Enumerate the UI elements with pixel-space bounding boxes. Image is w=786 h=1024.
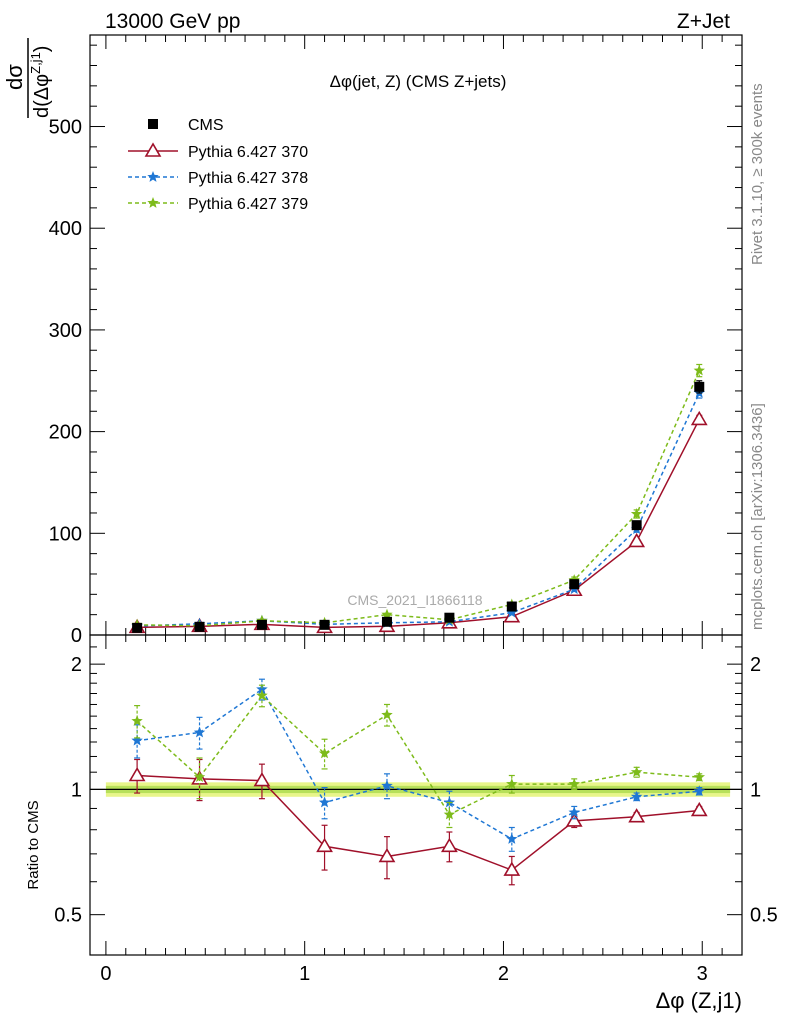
main-panel: 0 100 200 300 400 500 <box>49 34 743 647</box>
ratio-point-p379 <box>443 808 456 820</box>
legend-label-p378: Pythia 6.427 378 <box>188 170 308 187</box>
ratio-point-p370 <box>565 812 583 827</box>
ratio-panel: 0.5 1 2 0.5 1 2 0 1 2 3 <box>54 634 778 985</box>
rivet-label: Rivet 3.1.10, ≥ 300k events <box>749 83 766 265</box>
ratio-ytick-label-right: 1 <box>750 779 761 801</box>
header-energy: 13000 GeV pp <box>105 10 240 33</box>
ylabel-top-denominator: d(ΔφZ,j1) <box>28 46 53 118</box>
main-point-data <box>194 621 205 632</box>
header-process: Z+Jet <box>677 10 730 33</box>
xlabel: Δφ (Z,j1) <box>656 988 742 1013</box>
ylabel-ratio: Ratio to CMS <box>25 800 42 889</box>
ratio-point-p370 <box>128 766 146 782</box>
ratio-point-p379 <box>693 771 705 782</box>
ratio-point-p370 <box>690 801 708 817</box>
main-ytick-label: 300 <box>49 320 82 342</box>
ratio-point-p370 <box>441 837 458 853</box>
legend-label-p370: Pythia 6.427 370 <box>188 144 308 161</box>
ratio-point-p378 <box>693 785 705 797</box>
ratio-point-p370 <box>316 837 333 853</box>
ratio-point-p370 <box>378 847 396 863</box>
watermark: CMS_2021_I1866118 <box>347 592 482 608</box>
ratio-ytick-label: 0.5 <box>54 905 82 927</box>
main-point-data <box>631 520 642 531</box>
legend-marker-p379 <box>147 197 159 208</box>
ratio-point-p378 <box>131 734 143 746</box>
main-ytick-label: 200 <box>49 422 82 444</box>
main-line-p370 <box>137 419 700 629</box>
main-point-data <box>381 616 392 627</box>
ratio-point-p378 <box>256 683 268 695</box>
ratio-point-p378 <box>318 796 331 808</box>
ratio-point-p370 <box>503 861 521 876</box>
ratio-point-p378 <box>568 806 580 818</box>
xtick-label: 1 <box>299 963 310 985</box>
legend: CMS Pythia 6.427 370 Pythia 6.427 378 Pythi… <box>128 117 308 213</box>
xtick-label: 3 <box>697 963 708 985</box>
ratio-point-p379 <box>193 771 206 782</box>
main-point-p370 <box>690 410 708 426</box>
main-point-data <box>132 622 143 633</box>
main-ytick-label: 400 <box>49 218 82 240</box>
main-point-p379 <box>630 508 643 519</box>
ratio-point-p379 <box>506 778 518 789</box>
main-line-p379 <box>137 370 700 627</box>
ratio-point-p378 <box>193 726 206 738</box>
ylabel-top-numerator: dσ <box>2 64 27 90</box>
ratio-point-p378 <box>630 790 643 802</box>
ratio-point-p379 <box>568 778 580 789</box>
ratio-line-p370 <box>137 774 700 871</box>
ratio-ytick-label: 1 <box>71 779 82 801</box>
ratio-point-p378 <box>381 779 393 791</box>
main-point-data <box>694 381 705 392</box>
main-ytick-label: 500 <box>49 117 82 139</box>
ratio-point-p379 <box>318 747 331 759</box>
plot-title: Δφ(jet, Z) (CMS Z+jets) <box>330 72 507 91</box>
ratio-ytick-label: 2 <box>71 654 82 676</box>
main-point-data <box>256 619 267 630</box>
ratio-point-p379 <box>630 766 643 777</box>
ratio-line-p378 <box>137 688 700 840</box>
ratio-point-p379 <box>381 708 393 720</box>
ratio-point-p378 <box>506 833 518 844</box>
main-point-p370 <box>503 608 521 623</box>
ratio-point-p379 <box>256 689 268 701</box>
main-point-p370 <box>628 532 646 548</box>
main-point-p378 <box>506 606 518 618</box>
xtick-label: 2 <box>498 963 509 985</box>
ratio-line-p379 <box>136 694 700 816</box>
main-point-data <box>319 619 330 630</box>
legend-marker-p378 <box>147 171 159 182</box>
main-point-data <box>506 601 517 612</box>
legend-label-data: CMS <box>188 117 224 134</box>
main-ytick-label: 0 <box>71 625 82 647</box>
ratio-ytick-label-right: 2 <box>750 654 761 676</box>
legend-label-p379: Pythia 6.427 379 <box>188 196 308 213</box>
ratio-point-p370 <box>253 772 271 787</box>
legend-marker-data <box>148 119 158 129</box>
ratio-point-p370 <box>628 808 646 823</box>
main-line-p378 <box>137 392 700 627</box>
main-point-data <box>569 579 580 590</box>
legend-marker-p370 <box>144 142 162 157</box>
mcplots-label: mcplots.cern.ch [arXiv:1306.3436] <box>749 403 766 630</box>
ratio-ytick-label-right: 0.5 <box>750 905 778 927</box>
main-point-p379 <box>693 364 705 376</box>
ylabel-top: dσ d(ΔφZ,j1) <box>2 38 53 118</box>
ratio-point-p379 <box>131 715 143 726</box>
main-point-data <box>444 612 455 623</box>
main-ytick-label: 100 <box>49 523 82 545</box>
ratio-frame <box>89 634 743 956</box>
main-point-p379 <box>381 608 393 620</box>
xtick-label: 0 <box>100 963 111 985</box>
